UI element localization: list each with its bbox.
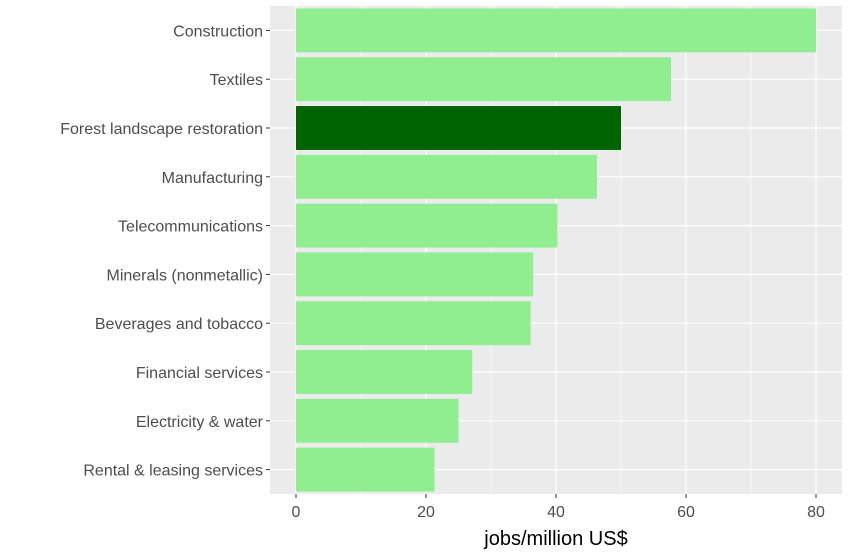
bars-group	[296, 8, 816, 492]
x-axis-labels: 0 20 40 60 80	[292, 504, 825, 521]
x-tick-label: 60	[677, 504, 695, 521]
bar	[296, 154, 597, 199]
x-tick-label: 40	[547, 504, 565, 521]
y-axis-labels: Construction Textiles Forest landscape res…	[60, 23, 263, 479]
category-label: Forest landscape restoration	[60, 121, 263, 138]
bar	[296, 350, 473, 394]
category-label: Beverages and tobacco	[95, 316, 263, 333]
category-label: Telecommunications	[118, 219, 263, 236]
bar	[296, 57, 672, 102]
bar	[296, 398, 459, 443]
bar	[296, 301, 531, 346]
x-axis-ticks	[295, 494, 817, 498]
category-label: Manufacturing	[162, 170, 263, 187]
category-label: Minerals (nonmetallic)	[107, 267, 264, 284]
category-label: Rental & leasing services	[83, 463, 263, 480]
category-label: Financial services	[136, 365, 263, 382]
bar	[296, 8, 816, 53]
bar	[296, 447, 435, 492]
category-label: Construction	[173, 23, 263, 40]
bar	[296, 203, 558, 248]
y-axis-ticks	[266, 29, 270, 471]
bar	[296, 252, 534, 297]
category-label: Textiles	[210, 72, 263, 89]
bar	[296, 106, 621, 150]
category-label: Electricity & water	[136, 414, 264, 431]
x-axis-title: jobs/million US$	[483, 528, 627, 550]
x-tick-label: 20	[417, 504, 435, 521]
x-tick-label: 0	[292, 504, 301, 521]
x-tick-label: 80	[807, 504, 825, 521]
